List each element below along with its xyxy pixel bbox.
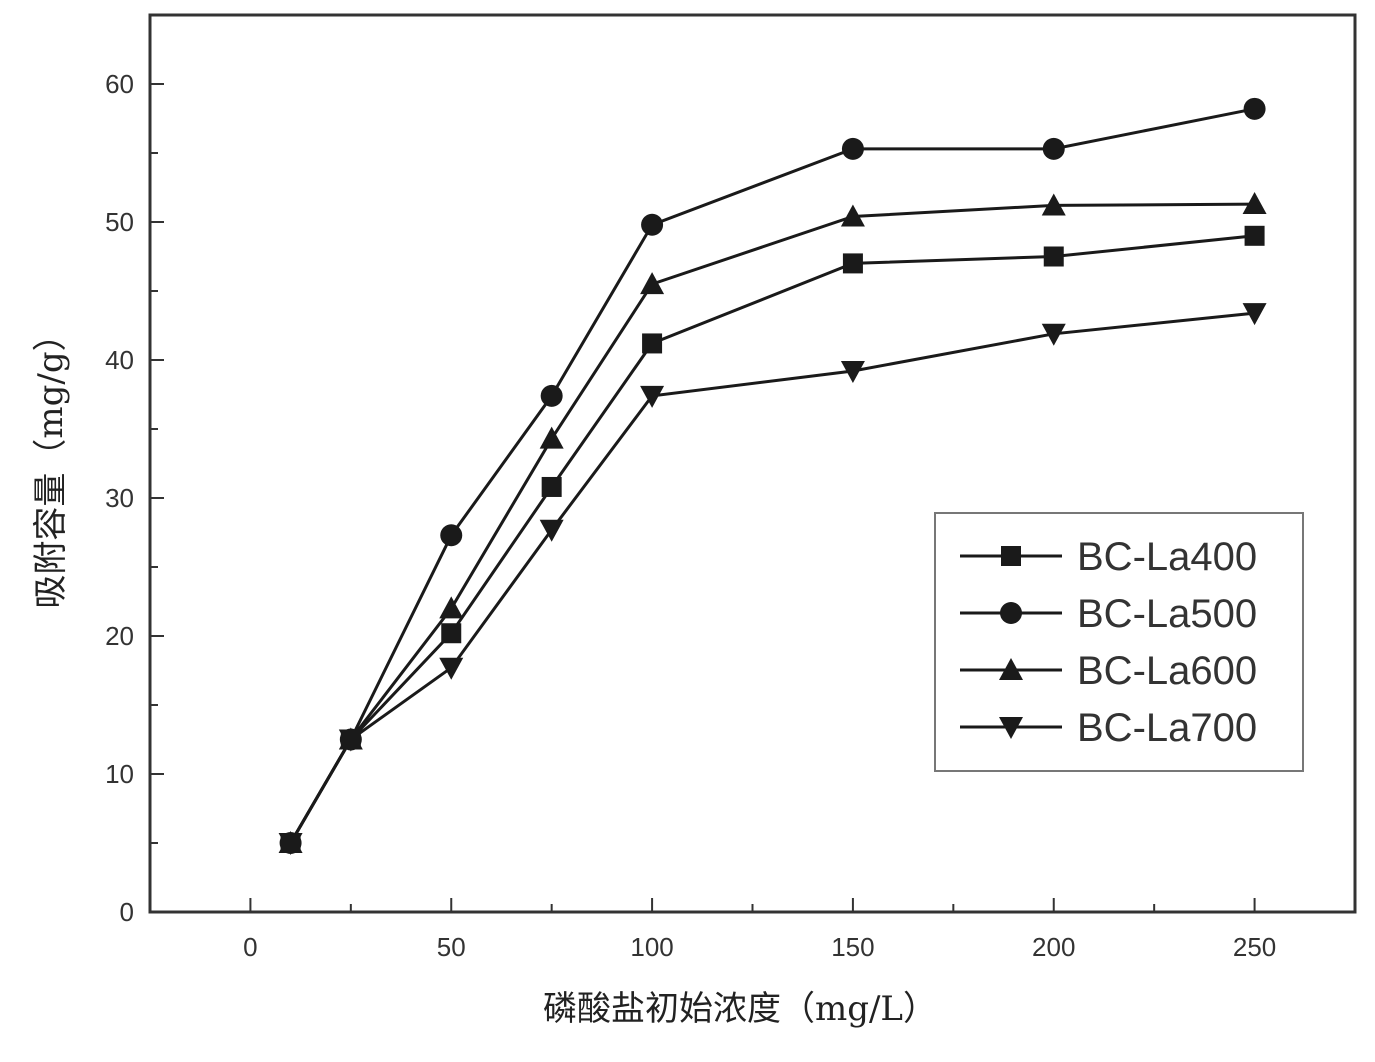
data-point-bc-la400 [441, 623, 462, 644]
data-point-bc-la400 [541, 476, 562, 497]
y-tick-label: 10 [105, 759, 134, 789]
data-point-bc-la400 [1043, 246, 1064, 267]
legend-item-bc-la500: BC-La500 [960, 592, 1257, 636]
data-point-bc-la500 [841, 137, 864, 160]
series-line-bc-la500 [289, 107, 1255, 844]
x-tick-label: 50 [437, 932, 466, 962]
series-line-bc-la600 [289, 202, 1255, 844]
legend-marker [999, 658, 1023, 680]
x-tick-label: 100 [630, 932, 673, 962]
x-tick-label: 0 [243, 932, 257, 962]
y-axis-title: 吸附容量（mg/g） [31, 317, 71, 608]
data-point-bc-la700 [1041, 323, 1066, 346]
data-point-bc-la400 [842, 253, 863, 274]
legend-items: BC-La400 BC-La500 BC-La600 BC-La700 [960, 535, 1257, 750]
x-axis-title: 磷酸盐初始浓度（mg/L） [543, 989, 937, 1029]
y-tick-label: 30 [105, 483, 134, 513]
data-point-bc-la600 [1041, 193, 1066, 216]
legend-label: BC-La400 [1077, 535, 1257, 579]
y-tick-label: 50 [105, 207, 134, 237]
legend-label: BC-La600 [1077, 649, 1257, 693]
legend-label: BC-La700 [1077, 706, 1257, 750]
data-point-bc-la700 [640, 385, 665, 408]
y-tick-label: 60 [105, 69, 134, 99]
legend: BC-La400 BC-La500 BC-La600 BC-La700 [934, 512, 1304, 772]
y-tick-label: 40 [105, 345, 134, 375]
data-point-bc-la700 [338, 729, 363, 752]
series-bc-la700 [278, 303, 1267, 855]
data-point-bc-la400 [1244, 225, 1265, 246]
plot-frame [148, 13, 1357, 914]
data-point-bc-la700 [439, 657, 464, 680]
series-bc-la600 [278, 192, 1267, 853]
data-point-bc-la500 [641, 213, 664, 236]
data-point-bc-la500 [1042, 137, 1065, 160]
data-point-bc-la700 [278, 833, 303, 855]
y-tick-label: 20 [105, 621, 134, 651]
data-point-bc-la500 [540, 384, 563, 407]
legend-item-bc-la600: BC-La600 [960, 649, 1257, 693]
data-point-bc-la600 [539, 426, 564, 449]
data-point-bc-la500 [1243, 97, 1266, 120]
x-tick-label: 200 [1032, 932, 1075, 962]
x-tick-label: 150 [831, 932, 874, 962]
legend-marker [1000, 602, 1022, 624]
data-point-bc-la600 [640, 272, 665, 295]
legend-item-bc-la400: BC-La400 [960, 535, 1257, 579]
series-line-bc-la700 [289, 311, 1255, 844]
data-point-bc-la700 [1242, 303, 1267, 326]
x-tick-label: 250 [1233, 932, 1276, 962]
legend-item-bc-la700: BC-La700 [960, 706, 1257, 750]
axis-ticks: 0 50 100 150 200 250 0 10 20 30 40 50 60 [105, 69, 1276, 962]
data-point-bc-la700 [840, 361, 865, 384]
data-point-bc-la700 [539, 519, 564, 542]
data-point-bc-la600 [840, 204, 865, 227]
data-point-bc-la600 [1242, 192, 1267, 215]
series-layer [278, 97, 1267, 855]
series-line-bc-la400 [289, 234, 1255, 844]
y-tick-label: 0 [120, 897, 134, 927]
legend-marker [999, 717, 1023, 739]
data-point-bc-la500 [440, 524, 463, 547]
legend-marker [1001, 546, 1021, 566]
data-point-bc-la600 [439, 596, 464, 619]
legend-label: BC-La500 [1077, 592, 1257, 636]
data-point-bc-la400 [642, 333, 663, 354]
